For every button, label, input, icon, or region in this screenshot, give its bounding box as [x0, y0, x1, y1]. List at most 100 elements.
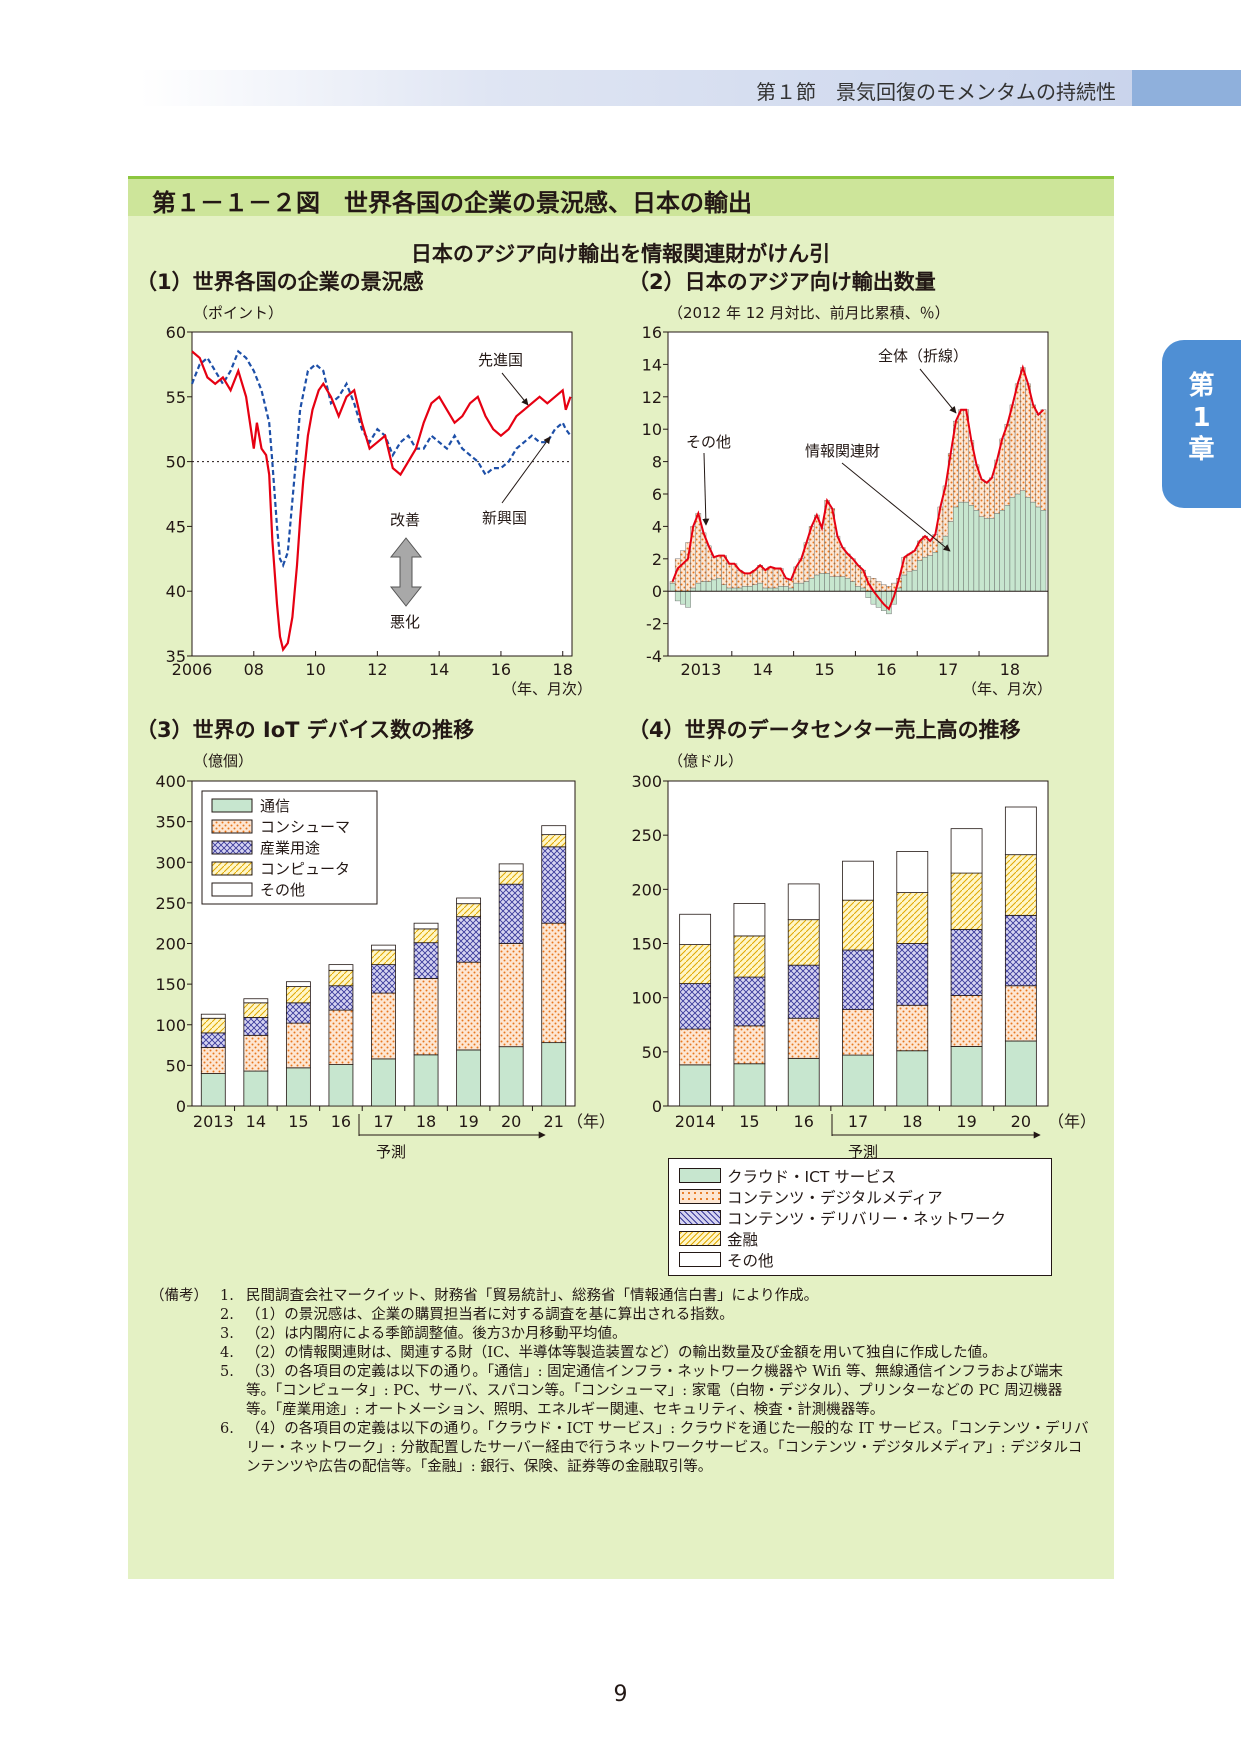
chart2-bar-it	[1020, 490, 1026, 592]
chart2-bar-other	[772, 568, 779, 589]
chart2-bar-other	[762, 569, 769, 589]
chart1-y-tick-label: 40	[166, 582, 186, 601]
chart2-y-tick-label: 14	[642, 355, 662, 374]
chart4-bar-segment	[896, 1004, 929, 1052]
chart4-legend-finance: 金融	[727, 1230, 759, 1249]
chart2-bar-it	[973, 509, 980, 592]
chart2-bar-other	[983, 482, 990, 519]
chart2-bar-it	[947, 521, 954, 592]
chart4-y-tick-label: 300	[631, 772, 662, 791]
chart4-bar-segment	[950, 872, 983, 930]
chart3-bar-segment	[413, 928, 439, 944]
chart2-y-tick-label: -2	[646, 615, 662, 634]
chart2-bar-it	[695, 582, 702, 592]
chart2-bar-it	[901, 574, 908, 592]
chart2-bar-other	[680, 550, 686, 592]
chart3-bar-segment	[243, 1002, 269, 1018]
note-item: 2. （1）の景況感は、企業の購買担当者に対する調査を基に算出される指数。	[220, 1306, 1090, 1325]
chart3-x-tick-label: 14	[246, 1112, 266, 1131]
chart2-bar-it	[906, 571, 913, 592]
chart3-bar-segment	[328, 1009, 354, 1065]
chart2-bar-it	[747, 586, 753, 592]
legend-swatch-industrial	[211, 840, 253, 855]
note-num: 3.	[220, 1326, 234, 1342]
chart4-bar-segment	[842, 860, 874, 901]
chart2-leader-total	[919, 368, 957, 414]
chart2-bar-it	[803, 581, 810, 592]
chapter-tab-line3: 章	[1188, 435, 1215, 465]
chart1-label-advanced: 先進国	[478, 351, 523, 369]
chart4-y-tick-label: 50	[642, 1043, 662, 1062]
chart2-bar-it	[1004, 505, 1011, 592]
chart1-unit: （ポイント）	[193, 304, 284, 322]
chart3-bar-segment	[285, 986, 311, 1004]
chart4-y-tick-label: 250	[631, 826, 662, 845]
chart4-bar-segment	[733, 903, 766, 937]
chart3-bar-segment	[456, 961, 482, 1051]
chart2-unit: （2012 年 12 月対比、前月比累積、％）	[668, 304, 950, 322]
chart2-bar-it	[752, 584, 758, 592]
chart3-bar-segment	[328, 985, 354, 1011]
note-text: （2）は内閣府による季節調整値。後方3か月移動平均値。	[246, 1326, 627, 1342]
chart3-bar-segment	[456, 1049, 482, 1107]
chart2-bar-it	[1040, 509, 1047, 592]
chart1-label-worse: 悪化	[390, 613, 420, 631]
chart1-y-tick-label: 55	[166, 388, 186, 407]
chart3-x-tick-label: 16	[331, 1112, 351, 1131]
chart3-bar-segment	[285, 981, 311, 987]
chart3-bar-segment	[371, 964, 396, 994]
chart1-x-tick-label: 16	[491, 660, 511, 679]
note-text: （2）の情報関連財は、関連する財（IC、半導体等製造装置など）の輸出数量及び金額…	[246, 1345, 997, 1361]
chart4-bar-segment	[679, 1064, 712, 1107]
chart2-bar-other	[880, 584, 887, 592]
chart3-bar-segment	[498, 863, 524, 872]
chart3-bar-segment	[371, 944, 396, 951]
figure-subtitle: 日本のアジア向け輸出を情報関連財がけん引	[410, 242, 831, 266]
chart1-x-tick-label: 2006	[172, 660, 213, 679]
chart4-bar-segment	[1004, 1040, 1037, 1107]
chart4-bar-segment	[679, 913, 712, 945]
chart2-x-tick-label: 17	[938, 660, 958, 679]
chart3-bar-segment	[541, 846, 567, 924]
chart4-legend-item-cloud: クラウド・ICT サービス	[679, 1165, 1041, 1186]
chart3-bar-segment	[498, 943, 524, 1048]
chart3-y-tick-label: 0	[176, 1097, 186, 1116]
header-tab	[1132, 70, 1241, 106]
chart4-bar-segment	[950, 995, 983, 1047]
chart3-legend-consumer: コンシューマ	[260, 818, 350, 836]
chart2-bar-it	[814, 574, 820, 592]
chart2-bar-other	[741, 573, 748, 587]
chart2-bar-it	[674, 591, 681, 602]
chart2-bar-other	[1009, 404, 1016, 498]
chart1-x-tick-label: 08	[244, 660, 264, 679]
chart2-bar-other	[927, 540, 933, 556]
note-num: 6.	[220, 1421, 234, 1437]
chart2-bar-it	[978, 516, 985, 592]
chart3-bar-segment	[413, 922, 439, 930]
chapter-side-tab[interactable]: 第 1 章	[1162, 340, 1241, 508]
chart4-legend-content: コンテンツ・デジタルメディア	[727, 1188, 943, 1207]
legend-swatch-other	[211, 882, 253, 897]
chart3-legend-industrial: 産業用途	[260, 839, 320, 857]
chart2-bar-other	[1004, 424, 1011, 506]
chart1-label-emerging: 新興国	[482, 509, 527, 527]
chart2-y-tick-label: 8	[652, 453, 662, 472]
chart3-bar-segment	[371, 949, 396, 966]
chart2-x-label: （年、月次）	[962, 680, 1052, 698]
chart2-y-tick-label: 4	[652, 517, 662, 536]
chart1-series-emerging	[190, 349, 572, 569]
chart2-bar-other	[958, 409, 964, 503]
chapter-tab-line2: 1	[1192, 403, 1211, 433]
chart2-bar-other	[736, 569, 743, 589]
chart2-bar-it	[989, 518, 995, 592]
chart2-bar-it	[927, 555, 933, 592]
chart3-x-tick-label: 18	[416, 1112, 436, 1131]
chart2-bar-other	[747, 573, 753, 587]
legend-swatch-comm	[211, 798, 253, 813]
chart3-forecast-label: 予測	[376, 1143, 406, 1161]
notes-list: 1. 民間調査会社マークイット、財務省「貿易統計」、総務省「情報通信白書」により作…	[220, 1287, 1090, 1477]
chart4-x-tick-label: 15	[739, 1112, 759, 1131]
chart3-iot-devices: 400 350 300 250 200 150 100 50 0 2013 14 15 16 17 18 1…	[155, 772, 610, 1161]
chart4-x-tick-label: 17	[848, 1112, 868, 1131]
